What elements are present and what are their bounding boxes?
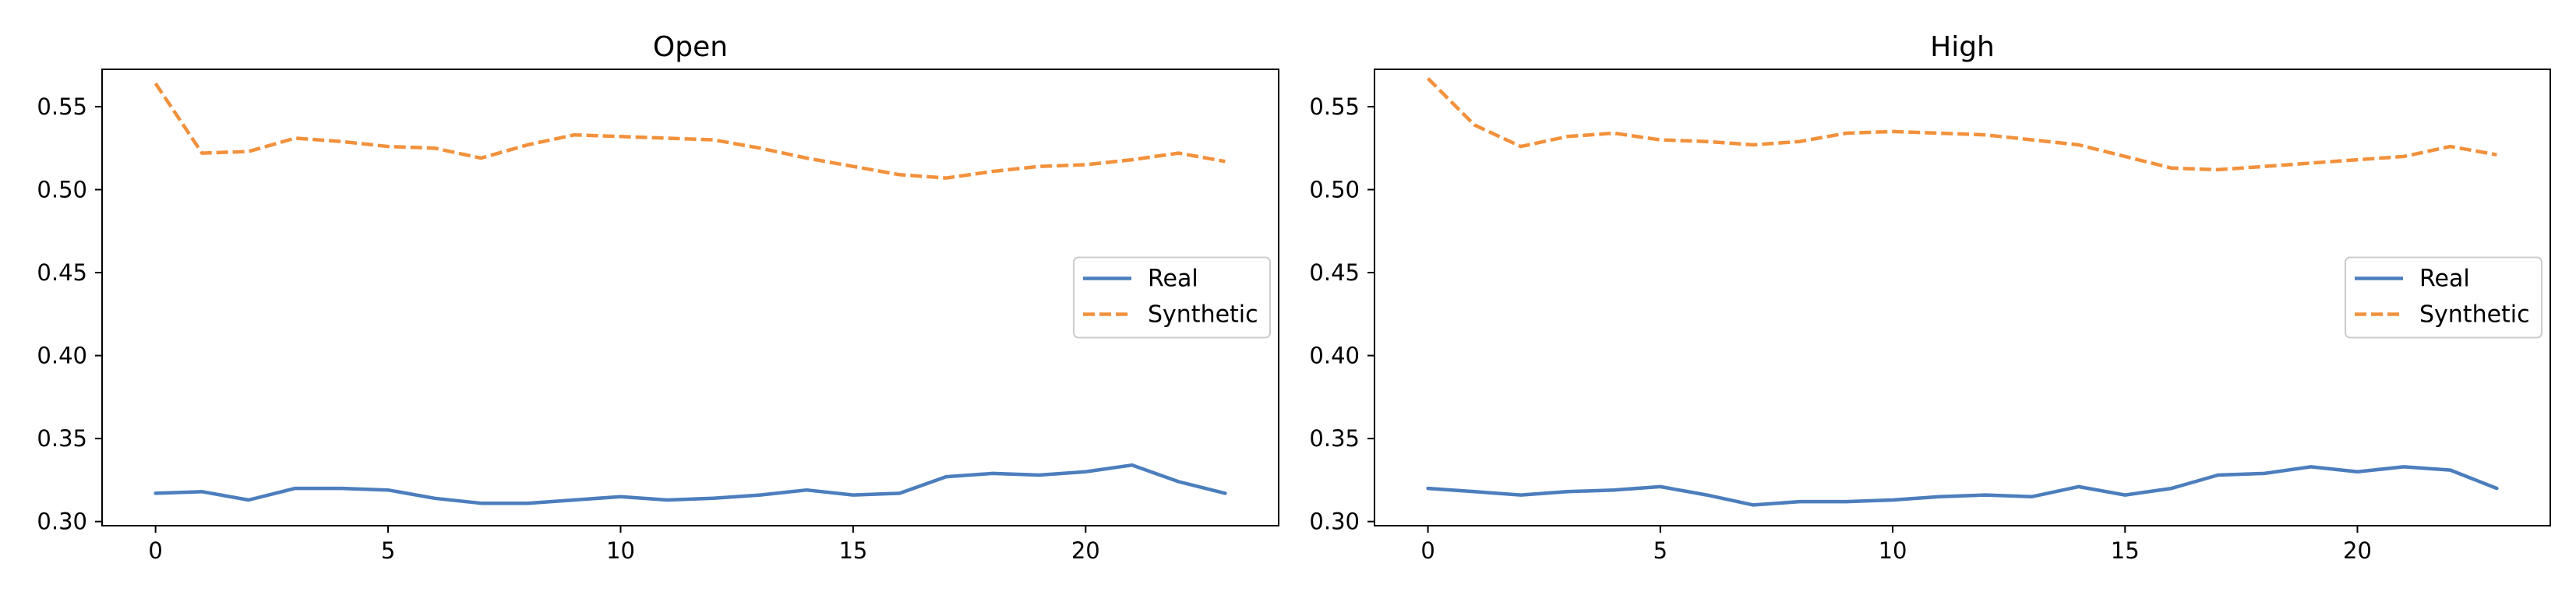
series-line-real xyxy=(154,463,1227,505)
x-tick-label: 5 xyxy=(1653,537,1667,564)
series-line-synthetic xyxy=(1427,77,2497,172)
y-tick-label: 0.45 xyxy=(37,259,87,286)
y-tick-label: 0.30 xyxy=(37,509,87,535)
y-tick-label: 0.40 xyxy=(37,343,87,369)
series-line-real xyxy=(1426,465,2499,507)
y-tick-label: 0.35 xyxy=(37,425,87,452)
panel-high: High 0 5 10 15 20 0.30 0.35 0.40 0.45 0.50 0.55 Real… xyxy=(1309,31,2551,564)
legend-label: Real xyxy=(2419,266,2470,293)
y-tick-label: 0.50 xyxy=(1309,176,1360,202)
y-tick-label: 0.35 xyxy=(1309,425,1360,452)
y-tick-label: 0.45 xyxy=(1309,259,1360,286)
x-tick-label: 20 xyxy=(2343,537,2372,564)
y-tick-label: 0.50 xyxy=(37,176,87,202)
x-tick-label: 0 xyxy=(148,537,162,564)
panel-open: Open 0 5 10 15 20 0.30 0.35 0.40 0.45 0.50 0.55 Real… xyxy=(37,31,1279,564)
axes-frame xyxy=(1374,69,2551,526)
series-line-synthetic xyxy=(154,82,1226,180)
y-tick-label: 0.30 xyxy=(1309,509,1360,535)
chart-title: High xyxy=(1930,31,1995,63)
y-tick-label: 0.55 xyxy=(37,93,87,120)
chart-title: Open xyxy=(653,31,728,63)
x-tick-label: 15 xyxy=(838,537,867,564)
legend-label: Synthetic xyxy=(1148,301,1258,329)
legend-label: Synthetic xyxy=(2419,301,2530,329)
x-tick-label: 0 xyxy=(1420,537,1434,564)
y-tick-label: 0.55 xyxy=(1309,93,1360,120)
x-tick-label: 10 xyxy=(606,537,635,564)
legend-label: Real xyxy=(1148,266,1198,293)
y-tick-label: 0.40 xyxy=(1309,343,1360,369)
x-tick-label: 10 xyxy=(1879,537,1907,564)
x-tick-label: 15 xyxy=(2111,537,2140,564)
x-tick-label: 20 xyxy=(1071,537,1100,564)
axes-frame xyxy=(101,69,1279,526)
x-tick-label: 5 xyxy=(381,537,395,564)
